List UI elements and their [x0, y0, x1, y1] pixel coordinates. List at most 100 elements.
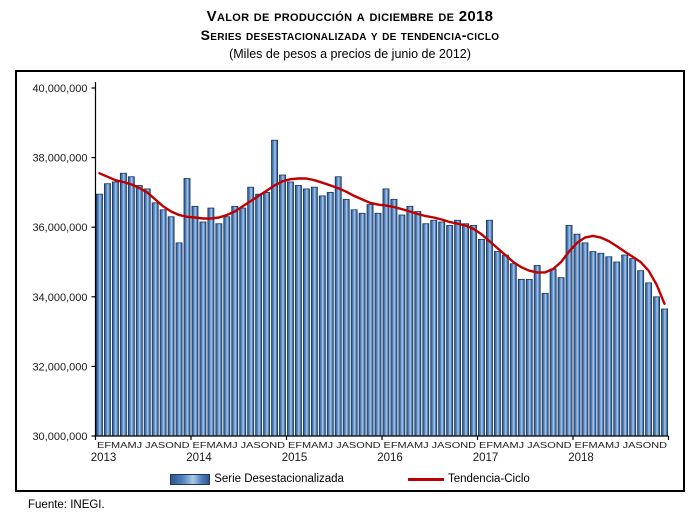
bar [143, 188, 151, 437]
month-letters-row: EFMAMJ JASOND [288, 440, 381, 450]
bar [645, 282, 653, 437]
bar [111, 181, 119, 437]
bar [151, 202, 159, 437]
chart-frame: 30,000,000 32,000,000 34,000,000 36,000,000… [15, 70, 685, 492]
bar [374, 212, 382, 437]
month-letters-row: EFMAMJ JASOND [479, 440, 572, 450]
bar [334, 176, 342, 437]
y-tick-label: 32,000,000 [32, 361, 87, 373]
chart-canvas: 30,000,000 32,000,000 34,000,000 36,000,000… [32, 82, 670, 464]
bar [295, 185, 302, 437]
bar [119, 172, 127, 437]
year-label: 2014 [186, 452, 212, 464]
bar [96, 193, 103, 437]
legend-item-desestacionalizada: Serie Desestacionalizada [170, 473, 344, 485]
bar [302, 188, 310, 437]
year-label: 2018 [568, 452, 594, 464]
bar [478, 238, 485, 437]
bar [565, 225, 573, 437]
y-tick-label: 36,000,000 [32, 222, 87, 234]
bar [613, 261, 621, 437]
page-title: Valor de producción a diciembre de 2018 [206, 8, 494, 25]
bar [199, 221, 207, 437]
bar [509, 263, 517, 437]
bar [207, 207, 215, 437]
y-tick-label: 38,000,000 [32, 153, 87, 165]
bar [446, 225, 454, 437]
bar [263, 192, 271, 437]
line-series-swatch-icon [407, 477, 444, 481]
bar [159, 209, 167, 437]
trend-line [98, 172, 666, 306]
legend-label-bars: Serie Desestacionalizada [214, 473, 344, 485]
bar [581, 242, 589, 437]
bar [653, 296, 660, 437]
bar [430, 219, 438, 437]
bar [279, 174, 286, 437]
month-letters-row: EFMAMJ JASOND [97, 440, 190, 450]
bar [470, 225, 477, 437]
bar [414, 211, 422, 437]
bar [486, 219, 493, 437]
page-units-note: (Miles de pesos a precios de junio de 20… [229, 47, 471, 61]
bar-series-swatch-icon [170, 473, 211, 485]
y-tick-label: 40,000,000 [32, 83, 87, 95]
bar [541, 292, 549, 437]
bar [621, 254, 629, 437]
bar [573, 233, 581, 437]
bar [597, 252, 605, 437]
bar [422, 223, 430, 437]
bar [215, 223, 223, 437]
bar [135, 185, 143, 437]
year-label: 2017 [473, 452, 499, 464]
bar [231, 205, 239, 437]
y-tick-label: 34,000,000 [32, 292, 87, 304]
bar [589, 251, 597, 437]
bar [326, 192, 334, 437]
bar [255, 193, 263, 437]
bar [501, 254, 509, 437]
bar [382, 188, 390, 437]
bar [549, 268, 557, 437]
bar [104, 183, 111, 437]
legend-label-line: Tendencia-Ciclo [447, 473, 530, 485]
bar [398, 214, 406, 437]
bar [318, 195, 326, 437]
bar [191, 205, 199, 437]
month-letters-row: EFMAMJ JASOND [193, 440, 286, 450]
bar [462, 223, 469, 437]
bars-series [96, 139, 668, 437]
bar [390, 198, 398, 437]
bar [366, 204, 374, 437]
bar [342, 198, 350, 437]
bar [661, 308, 668, 437]
bar [239, 207, 247, 437]
year-label: 2016 [377, 452, 403, 464]
year-label: 2013 [91, 452, 117, 464]
bar [287, 181, 294, 437]
bar [438, 221, 446, 437]
bar [127, 176, 135, 437]
bar [525, 278, 533, 437]
month-letters-row: EFMAMJ JASOND [575, 440, 668, 450]
chart-legend: Serie Desestacionalizada Tendencia-Ciclo [17, 473, 683, 485]
source-note: Fuente: INEGI. [28, 499, 105, 511]
bar [605, 256, 613, 437]
month-letters-row: EFMAMJ JASOND [384, 440, 477, 450]
bar [223, 216, 231, 437]
y-tick-label: 30,000,000 [32, 431, 87, 443]
bar [247, 186, 255, 437]
year-label: 2015 [282, 452, 308, 464]
x-axis: EFMAMJ JASOND 2013 EFMAMJ JASOND 2014 EFMAMJ… [91, 436, 670, 464]
bar [533, 265, 541, 437]
bar [167, 216, 175, 437]
bar [406, 205, 414, 437]
page-subtitle-series: Series desestacionalizada y de tendencia… [200, 27, 500, 43]
bar [350, 209, 358, 437]
bar [493, 251, 501, 437]
bar [637, 270, 645, 437]
bar [454, 219, 462, 437]
y-axis: 30,000,000 32,000,000 34,000,000 36,000,000… [32, 83, 96, 443]
bar [629, 258, 637, 437]
